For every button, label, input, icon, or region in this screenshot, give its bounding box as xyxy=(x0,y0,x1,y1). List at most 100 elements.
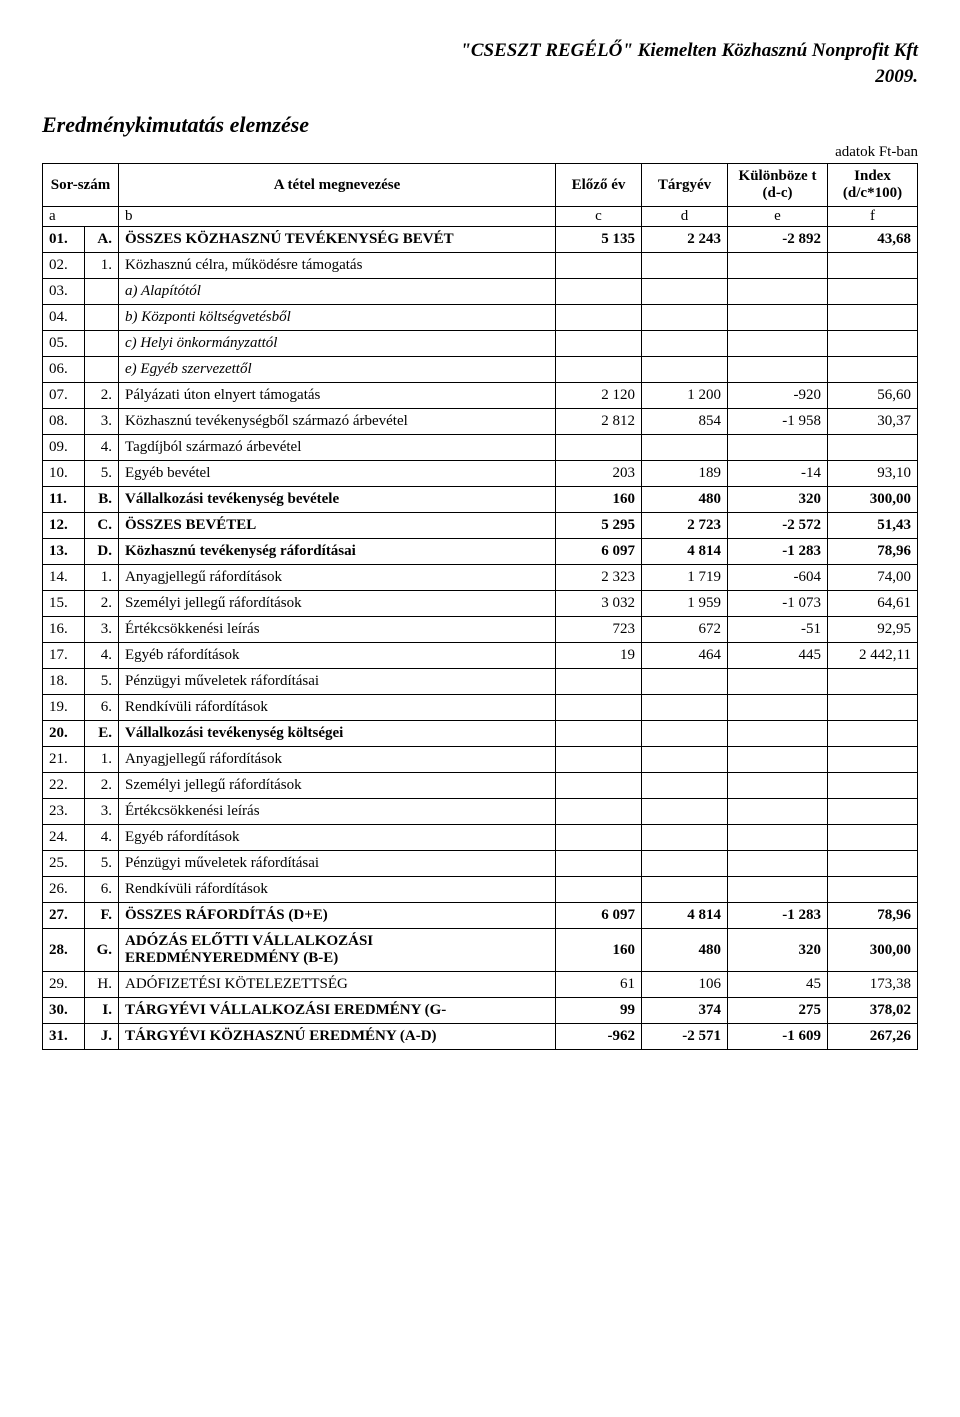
cell-desc: Anyagjellegű ráfordítások xyxy=(119,747,556,773)
cell-f xyxy=(828,851,918,877)
cell-desc: Pályázati úton elnyert támogatás xyxy=(119,383,556,409)
cell-sor: 26. xyxy=(43,877,85,903)
cell-code: F. xyxy=(85,903,119,929)
cell-desc: e) Egyéb szervezettől xyxy=(119,357,556,383)
cell-e: -1 609 xyxy=(728,1024,828,1050)
cell-code: 3. xyxy=(85,617,119,643)
cell-c xyxy=(556,773,642,799)
cell-d xyxy=(642,669,728,695)
cell-d xyxy=(642,851,728,877)
cell-f xyxy=(828,669,918,695)
table-header-row: Sor-szám A tétel megnevezése Előző év Tá… xyxy=(43,164,918,207)
cell-c: 3 032 xyxy=(556,591,642,617)
cell-f xyxy=(828,279,918,305)
col-header-d: Tárgyév xyxy=(642,164,728,207)
cell-sor: 29. xyxy=(43,972,85,998)
cell-code: G. xyxy=(85,929,119,972)
cell-e xyxy=(728,721,828,747)
cell-f: 74,00 xyxy=(828,565,918,591)
cell-f: 300,00 xyxy=(828,929,918,972)
cell-sor: 13. xyxy=(43,539,85,565)
cell-c xyxy=(556,695,642,721)
cell-code: 2. xyxy=(85,773,119,799)
units-label: adatok Ft-ban xyxy=(42,144,918,161)
table-row: 18.5.Pénzügyi műveletek ráfordításai xyxy=(43,669,918,695)
cell-e: -1 283 xyxy=(728,903,828,929)
letter-e: e xyxy=(728,207,828,227)
table-row: 02.1.Közhasznú célra, működésre támogatá… xyxy=(43,253,918,279)
cell-c xyxy=(556,435,642,461)
cell-f: 378,02 xyxy=(828,998,918,1024)
cell-e: 45 xyxy=(728,972,828,998)
cell-c: 61 xyxy=(556,972,642,998)
cell-e: -604 xyxy=(728,565,828,591)
cell-e xyxy=(728,253,828,279)
cell-desc: Rendkívüli ráfordítások xyxy=(119,877,556,903)
cell-sor: 27. xyxy=(43,903,85,929)
cell-d: 464 xyxy=(642,643,728,669)
cell-e xyxy=(728,279,828,305)
cell-code: 3. xyxy=(85,409,119,435)
cell-desc: Rendkívüli ráfordítások xyxy=(119,695,556,721)
cell-code: H. xyxy=(85,972,119,998)
cell-code: B. xyxy=(85,487,119,513)
cell-f: 78,96 xyxy=(828,903,918,929)
cell-f: 300,00 xyxy=(828,487,918,513)
cell-sor: 28. xyxy=(43,929,85,972)
table-row: 25.5.Pénzügyi műveletek ráfordításai xyxy=(43,851,918,877)
cell-code: 3. xyxy=(85,799,119,825)
cell-code: 4. xyxy=(85,643,119,669)
cell-e: -1 073 xyxy=(728,591,828,617)
col-header-f: Index (d/c*100) xyxy=(828,164,918,207)
cell-desc: Tagdíjból származó árbevétel xyxy=(119,435,556,461)
cell-c xyxy=(556,669,642,695)
cell-desc: Pénzügyi műveletek ráfordításai xyxy=(119,851,556,877)
table-row: 27.F.ÖSSZES RÁFORDÍTÁS (D+E)6 0974 814-1… xyxy=(43,903,918,929)
cell-desc: b) Központi költségvetésből xyxy=(119,305,556,331)
cell-c: 6 097 xyxy=(556,539,642,565)
cell-desc: TÁRGYÉVI VÁLLALKOZÁSI EREDMÉNY (G- xyxy=(119,998,556,1024)
cell-code: 1. xyxy=(85,747,119,773)
letter-d: d xyxy=(642,207,728,227)
cell-e: 320 xyxy=(728,929,828,972)
table-row: 31.J.TÁRGYÉVI KÖZHASZNÚ EREDMÉNY (A-D)-9… xyxy=(43,1024,918,1050)
cell-sor: 08. xyxy=(43,409,85,435)
table-row: 12.C.ÖSSZES BEVÉTEL5 2952 723-2 57251,43 xyxy=(43,513,918,539)
cell-code xyxy=(85,305,119,331)
cell-desc: c) Helyi önkormányzattól xyxy=(119,331,556,357)
cell-f: 93,10 xyxy=(828,461,918,487)
col-header-a: Sor-szám xyxy=(43,164,119,207)
cell-e: -2 572 xyxy=(728,513,828,539)
cell-sor: 17. xyxy=(43,643,85,669)
cell-sor: 14. xyxy=(43,565,85,591)
cell-e: -2 892 xyxy=(728,227,828,253)
cell-f xyxy=(828,695,918,721)
table-row: 07.2.Pályázati úton elnyert támogatás2 1… xyxy=(43,383,918,409)
cell-code: 1. xyxy=(85,565,119,591)
cell-f xyxy=(828,305,918,331)
cell-sor: 11. xyxy=(43,487,85,513)
cell-f: 56,60 xyxy=(828,383,918,409)
cell-e: -51 xyxy=(728,617,828,643)
cell-d: 189 xyxy=(642,461,728,487)
cell-f xyxy=(828,253,918,279)
cell-desc: Közhasznú tevékenységből származó árbevé… xyxy=(119,409,556,435)
cell-code: 5. xyxy=(85,461,119,487)
table-letter-row: a b c d e f xyxy=(43,207,918,227)
cell-f: 43,68 xyxy=(828,227,918,253)
cell-c: 2 323 xyxy=(556,565,642,591)
cell-c: 160 xyxy=(556,487,642,513)
cell-c: 2 120 xyxy=(556,383,642,409)
table-row: 08.3.Közhasznú tevékenységből származó á… xyxy=(43,409,918,435)
cell-e xyxy=(728,825,828,851)
table-row: 19.6.Rendkívüli ráfordítások xyxy=(43,695,918,721)
cell-f: 78,96 xyxy=(828,539,918,565)
cell-sor: 06. xyxy=(43,357,85,383)
cell-e: -1 958 xyxy=(728,409,828,435)
cell-e xyxy=(728,357,828,383)
letter-b: b xyxy=(119,207,556,227)
table-row: 13.D.Közhasznú tevékenység ráfordításai6… xyxy=(43,539,918,565)
table-row: 03.a) Alapítótól xyxy=(43,279,918,305)
cell-e: 320 xyxy=(728,487,828,513)
cell-code: 1. xyxy=(85,253,119,279)
